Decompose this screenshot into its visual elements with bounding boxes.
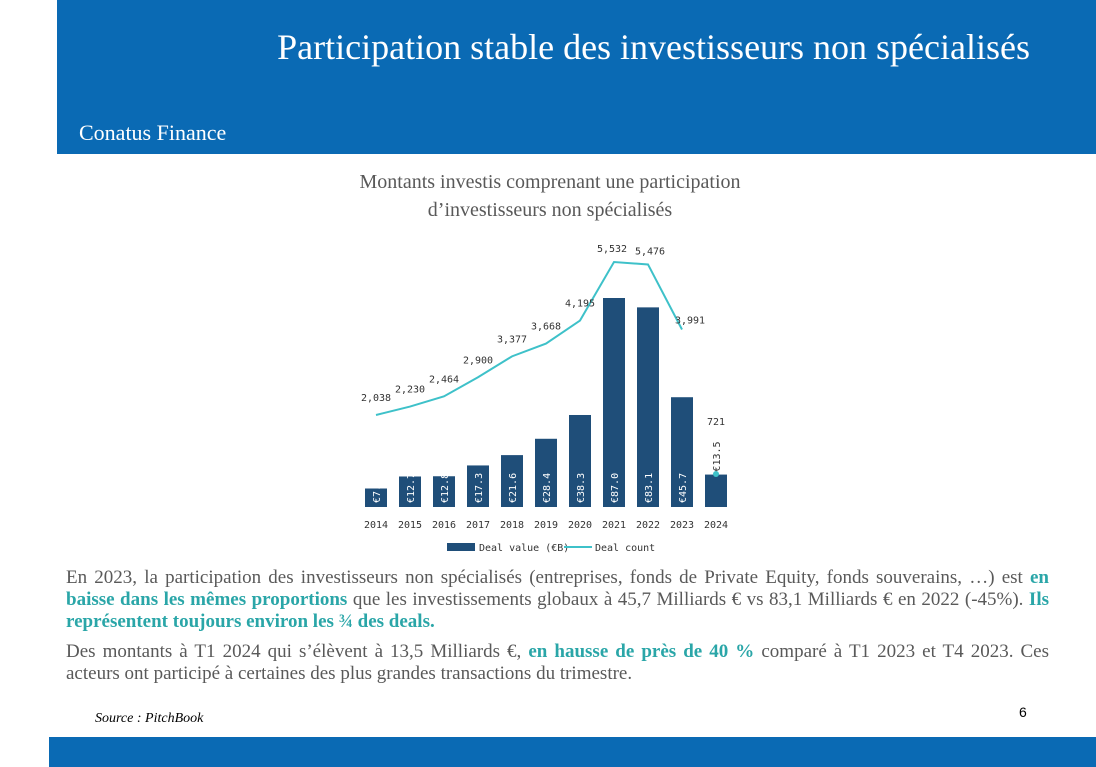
bar-2018 [501, 455, 523, 507]
line-group: 2,038 2,230 2,464 2,900 3,377 3,668 4,195 5,532… [361, 244, 725, 477]
p1-highlight-2: Ils représentent toujours environ les ¾ … [66, 589, 1049, 632]
bar-label-2022: €83.1 [644, 473, 655, 503]
bar-label-2015: €12.7 [406, 473, 417, 503]
p1-highlight-1: en baisse dans les mêmes proportions [66, 567, 1049, 610]
p1-text-c: que les investissements globaux à 45,7 M… [347, 589, 1029, 610]
line-label-2023: 3,991 [675, 315, 705, 326]
x-label-2014: 2014 [364, 520, 388, 531]
x-label-2016: 2016 [432, 520, 456, 531]
bar-2015 [399, 476, 421, 507]
bar-2014 [365, 488, 387, 507]
x-label-2021: 2021 [602, 520, 626, 531]
line-label-2021: 5,532 [597, 244, 627, 255]
bar-label-2023: €45.7 [678, 473, 689, 503]
x-label-2024: 2024 [704, 520, 728, 531]
bar-label-2014: €7.7 [372, 479, 383, 503]
bars-group: €7.7 €12.7 €12.8 €17.3 €21.6 €28.4 €38.3 €87.0 €… [365, 298, 727, 507]
x-label-2020: 2020 [568, 520, 592, 531]
chart-title: Montants investis comprenant une partici… [300, 168, 800, 224]
deal-chart: €7.7 €12.7 €12.8 €17.3 €21.6 €28.4 €38.3 €87.0 €… [361, 244, 728, 554]
bar-label-2019: €28.4 [542, 473, 553, 503]
bar-2020 [569, 414, 591, 507]
line-label-2022: 5,476 [635, 246, 665, 257]
bar-label-2024: €13.5 [712, 441, 723, 471]
x-label-2022: 2022 [636, 520, 660, 531]
bar-2023 [671, 397, 693, 507]
paragraph-1: En 2023, la participation des investisse… [66, 567, 1049, 633]
bar-2024 [705, 474, 727, 507]
legend-bar-label: Deal value (€B) [479, 543, 569, 554]
slide-title: Participation stable des investisseurs n… [277, 27, 1030, 67]
line-label-2018: 3,377 [497, 334, 527, 345]
bar-2016 [433, 476, 455, 507]
header-banner: Participation stable des investisseurs n… [57, 0, 1096, 154]
x-label-2019: 2019 [534, 520, 558, 531]
p2-highlight: en hausse de près de 40 % [528, 641, 755, 662]
line-label-2014: 2,038 [361, 393, 391, 404]
bar-2019 [535, 438, 557, 507]
x-label-2015: 2015 [398, 520, 422, 531]
bar-label-2016: €12.8 [440, 473, 451, 503]
line-label-2016: 2,464 [429, 374, 459, 385]
p1-text-a: En 2023, la participation des investisse… [66, 567, 1030, 588]
line-label-2020: 4,195 [565, 299, 595, 310]
legend: Deal value (€B) Deal count [447, 543, 655, 554]
bar-2022 [637, 307, 659, 507]
bar-label-2017: €17.3 [474, 473, 485, 503]
line-label-2017: 2,900 [463, 355, 493, 366]
x-label-2018: 2018 [500, 520, 524, 531]
paragraph-2: Des montants à T1 2024 qui s’élèvent à 1… [66, 641, 1049, 685]
footer-bar [49, 737, 1096, 767]
bar-label-2018: €21.6 [508, 473, 519, 503]
commentary: En 2023, la participation des investisse… [66, 567, 1049, 693]
line-label-2024: 721 [707, 417, 725, 428]
deal-count-point-2024 [713, 471, 719, 477]
page-number: 6 [1019, 704, 1027, 720]
x-axis-labels: 2014 2015 2016 2017 2018 2019 2020 2021 2022 2023… [364, 520, 728, 531]
x-label-2023: 2023 [670, 520, 694, 531]
deal-count-line [375, 260, 683, 416]
p2-text-a: Des montants à T1 2024 qui s’élèvent à 1… [66, 641, 529, 662]
source-note: Source : PitchBook [95, 711, 204, 726]
brand-name: Conatus Finance [79, 120, 227, 145]
legend-bar-swatch [447, 543, 475, 551]
p2-text-c: comparé à T1 2023 et T4 2023. Ces acteur… [66, 641, 1049, 684]
legend-line-label: Deal count [595, 543, 655, 554]
chart-title-line-2: d’investisseurs non spécialisés [427, 199, 673, 221]
line-label-2015: 2,230 [395, 385, 425, 396]
bar-2017 [467, 465, 489, 507]
line-label-2019: 3,668 [531, 322, 561, 333]
bar-label-2020: €38.3 [576, 473, 587, 503]
bar-label-2021: €87.0 [610, 473, 621, 503]
bar-2021 [603, 298, 625, 507]
chart-title-line-1: Montants investis comprenant une partici… [359, 171, 741, 193]
x-label-2017: 2017 [466, 520, 490, 531]
